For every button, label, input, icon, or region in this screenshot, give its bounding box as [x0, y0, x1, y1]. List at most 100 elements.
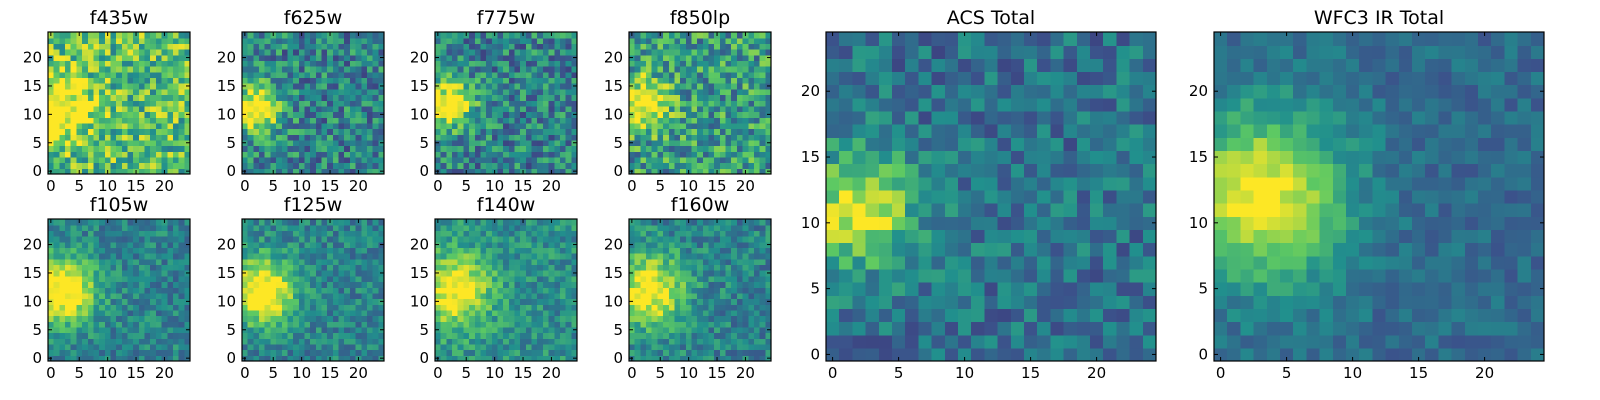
heatmap-cell: [138, 258, 146, 266]
heatmap-cell: [469, 71, 476, 79]
heatmap-cell: [651, 321, 658, 328]
heatmap-cell: [697, 122, 704, 130]
heatmap-cells: [435, 219, 578, 362]
heatmap-cell: [554, 304, 561, 311]
heatmap-cell: [463, 270, 470, 277]
heatmap-cell: [680, 326, 687, 334]
heatmap-cell: [361, 49, 368, 56]
heatmap-cell: [349, 128, 357, 135]
heatmap-cell: [242, 37, 249, 44]
heatmap-cell: [48, 77, 55, 84]
heatmap-cell: [327, 128, 334, 135]
heatmap-cell: [65, 60, 72, 67]
heatmap-cell: [469, 219, 476, 226]
heatmap-cell: [685, 304, 693, 311]
heatmap-cell: [748, 349, 755, 356]
heatmap-cell: [178, 71, 185, 79]
heatmap-cell: [178, 94, 185, 101]
heatmap-cell: [259, 338, 266, 345]
heatmap-cell: [264, 332, 271, 339]
heatmap-cell: [559, 315, 567, 322]
heatmap-cell: [508, 349, 516, 356]
heatmap-cell: [144, 49, 151, 56]
heatmap-cell: [155, 236, 163, 243]
heatmap-cell: [559, 128, 567, 135]
heatmap-cell: [298, 304, 306, 311]
heatmap-cell: [242, 94, 249, 101]
heatmap-cell: [503, 134, 510, 141]
heatmap-cell: [59, 298, 66, 305]
heatmap-cell: [99, 111, 106, 118]
heatmap-cell: [161, 292, 168, 300]
heatmap-cell: [116, 332, 123, 339]
heatmap-cell: [150, 134, 157, 141]
heatmap-cell: [457, 66, 464, 73]
heatmap-cell: [270, 241, 277, 248]
heatmap-cell: [253, 326, 260, 334]
heatmap-cell: [315, 77, 323, 84]
heatmap-cell: [127, 343, 134, 351]
heatmap-cell: [48, 315, 55, 322]
heatmap-cell: [104, 151, 112, 158]
heatmap-cell: [110, 71, 117, 79]
heatmap-cell: [150, 304, 157, 311]
heatmap-cell: [138, 156, 146, 164]
heatmap-cell: [503, 162, 510, 169]
heatmap-cell: [748, 326, 755, 334]
heatmap-cell: [697, 43, 704, 50]
heatmap-cell: [247, 247, 254, 254]
heatmap-cell: [731, 66, 738, 73]
heatmap-cell: [366, 309, 374, 317]
heatmap-cell: [281, 168, 289, 175]
heatmap-cell: [315, 332, 323, 339]
heatmap-cell: [446, 168, 453, 175]
heatmap-cell: [469, 343, 476, 351]
heatmap-cell: [634, 111, 641, 118]
heatmap-cell: [571, 145, 578, 152]
heatmap-cell: [480, 247, 487, 254]
heatmap-cell: [82, 355, 89, 362]
heatmap-cell: [150, 37, 157, 44]
heatmap-cell: [554, 258, 561, 266]
heatmap-cell: [559, 105, 567, 113]
heatmap-cell: [525, 139, 533, 147]
heatmap-cell: [452, 224, 459, 231]
heatmap-cell: [520, 117, 527, 124]
heatmap-cell: [646, 309, 653, 317]
heatmap-cell: [253, 321, 260, 328]
heatmap-cell: [93, 338, 100, 345]
heatmap-cell: [281, 236, 289, 243]
heatmap-cell: [474, 270, 482, 277]
heatmap-cell: [259, 241, 266, 248]
heatmap-cell: [70, 338, 77, 345]
heatmap-cell: [361, 253, 368, 260]
heatmap-cell: [82, 321, 89, 328]
heatmap-cell: [65, 54, 72, 61]
heatmap-cell: [70, 304, 77, 311]
heatmap-cell: [99, 298, 106, 305]
heatmap-cell: [167, 264, 174, 271]
heatmap-cell: [629, 100, 636, 107]
heatmap-cell: [463, 247, 470, 254]
heatmap-cell: [344, 94, 351, 101]
heatmap-cell: [167, 298, 174, 305]
heatmap-cell: [702, 117, 710, 124]
heatmap-cell: [663, 145, 670, 152]
heatmap-cell: [469, 60, 476, 67]
heatmap-cell: [121, 156, 129, 164]
heatmap-cell: [293, 111, 300, 118]
heatmap-cell: [321, 49, 328, 56]
heatmap-cell: [344, 122, 351, 130]
heatmap-cell: [657, 37, 664, 44]
heatmap-cell: [315, 281, 323, 288]
heatmap-cell: [565, 292, 572, 300]
heatmap-cell: [53, 54, 60, 61]
heatmap-cell: [315, 236, 323, 243]
heatmap-cell: [59, 111, 66, 118]
heatmap-cell: [327, 134, 334, 141]
heatmap-cell: [121, 332, 129, 339]
heatmap-cell: [742, 49, 749, 56]
heatmap-cell: [161, 43, 168, 50]
heatmap-cell: [691, 281, 698, 288]
heatmap-cell: [276, 281, 283, 288]
